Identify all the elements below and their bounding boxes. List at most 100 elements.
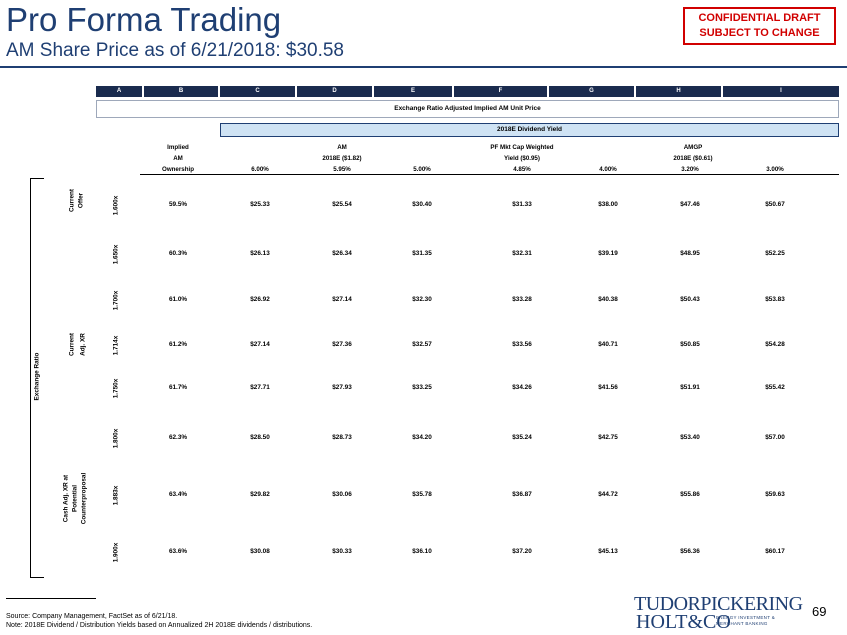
implied-price-cell: $57.00	[765, 434, 785, 441]
exchange-ratio-value: 1.750x	[112, 378, 120, 399]
cash-adj-line-3: Counterproposal	[80, 472, 88, 525]
exchange-ratio-value: 1.700x	[112, 290, 120, 311]
implied-price-cell: $50.43	[680, 296, 700, 303]
column-letter: D	[297, 86, 372, 97]
header-yield: 5.00%	[413, 166, 431, 173]
implied-ownership-value: 62.3%	[168, 434, 188, 441]
implied-ownership-value: 60.3%	[168, 250, 188, 257]
confidential-line-1: CONFIDENTIAL DRAFT	[698, 12, 821, 24]
implied-price-cell: $28.50	[250, 434, 270, 441]
page-title: Pro Forma Trading	[6, 1, 282, 38]
implied-price-cell: $33.56	[512, 341, 532, 348]
implied-price-cell: $36.10	[412, 548, 432, 555]
implied-price-cell: $26.13	[250, 250, 270, 257]
confidential-stamp: CONFIDENTIAL DRAFT SUBJECT TO CHANGE	[683, 7, 836, 45]
header-pf-yield: Yield ($0.95)	[504, 155, 540, 162]
implied-ownership-value: 63.4%	[168, 491, 188, 498]
implied-price-cell: $33.28	[512, 296, 532, 303]
exchange-ratio-bracket	[30, 178, 44, 578]
implied-price-cell: $51.91	[680, 384, 700, 391]
header-yield: 3.20%	[681, 166, 699, 173]
implied-price-cell: $36.87	[512, 491, 532, 498]
header-yield: 6.00%	[251, 166, 269, 173]
implied-price-cell: $35.24	[512, 434, 532, 441]
title-divider	[0, 66, 847, 68]
implied-price-cell: $56.36	[680, 548, 700, 555]
current-offer-line-2: Offer	[77, 192, 85, 209]
implied-price-cell: $47.46	[680, 201, 700, 208]
implied-price-cell: $27.36	[332, 341, 352, 348]
implied-price-cell: $35.78	[412, 491, 432, 498]
exchange-ratio-value: 1.650x	[112, 244, 120, 265]
implied-price-cell: $27.71	[250, 384, 270, 391]
implied-price-cell: $28.73	[332, 434, 352, 441]
implied-price-cell: $48.95	[680, 250, 700, 257]
header-pf-weighted: PF Mkt Cap Weighted	[490, 144, 554, 151]
implied-price-cell: $34.26	[512, 384, 532, 391]
confidential-line-2: SUBJECT TO CHANGE	[699, 27, 820, 39]
implied-price-cell: $39.19	[598, 250, 618, 257]
column-letter: A	[96, 86, 142, 97]
implied-price-cell: $27.93	[332, 384, 352, 391]
implied-price-cell: $31.33	[512, 201, 532, 208]
logo-line-1: TUDORPICKERING	[634, 593, 803, 615]
header-implied: Implied	[167, 144, 189, 151]
header-amgp-label: AMGP	[683, 144, 703, 151]
column-letter: B	[144, 86, 218, 97]
column-letter: G	[549, 86, 634, 97]
implied-price-cell: $32.30	[412, 296, 432, 303]
footnote-divider	[6, 598, 96, 599]
implied-price-cell: $30.08	[250, 548, 270, 555]
exchange-ratio-value: 1.800x	[112, 428, 120, 449]
column-letter: F	[454, 86, 547, 97]
implied-price-cell: $42.75	[598, 434, 618, 441]
page-subtitle: AM Share Price as of 6/21/2018: $30.58	[6, 40, 344, 61]
cash-adj-line-2: Potential	[71, 485, 79, 512]
implied-price-cell: $53.40	[680, 434, 700, 441]
implied-price-cell: $53.83	[765, 296, 785, 303]
header-yield: 3.00%	[766, 166, 784, 173]
header-underline	[140, 174, 839, 175]
implied-price-cell: $30.40	[412, 201, 432, 208]
implied-price-cell: $29.82	[250, 491, 270, 498]
logo-line-2: HOLT&CO	[636, 611, 731, 633]
current-offer-line-1: Current	[68, 188, 76, 213]
header-am-2018e: 2018E ($1.82)	[322, 155, 362, 162]
exchange-ratio-value: 1.900x	[112, 542, 120, 563]
implied-price-cell: $50.67	[765, 201, 785, 208]
header-am-label: AM	[337, 144, 347, 151]
implied-price-cell: $60.17	[765, 548, 785, 555]
implied-price-cell: $32.57	[412, 341, 432, 348]
implied-price-cell: $59.63	[765, 491, 785, 498]
column-letter: I	[723, 86, 839, 97]
implied-ownership-value: 61.0%	[168, 296, 188, 303]
implied-price-cell: $55.42	[765, 384, 785, 391]
implied-price-cell: $33.25	[412, 384, 432, 391]
header-am: AM	[173, 155, 183, 162]
column-letter: H	[636, 86, 721, 97]
header-yield: 4.00%	[599, 166, 617, 173]
implied-price-cell: $38.00	[598, 201, 618, 208]
implied-price-cell: $55.86	[680, 491, 700, 498]
column-letter: C	[220, 86, 295, 97]
current-adj-line-1: Current	[68, 332, 76, 357]
header-yield: 5.95%	[333, 166, 351, 173]
header-ownership: Ownership	[162, 166, 194, 173]
column-letter: E	[374, 86, 452, 97]
implied-price-cell: $44.72	[598, 491, 618, 498]
exchange-ratio-value: 1.600x	[112, 195, 120, 216]
implied-price-cell: $54.28	[765, 341, 785, 348]
implied-price-cell: $34.20	[412, 434, 432, 441]
implied-ownership-value: 61.7%	[168, 384, 188, 391]
footnote-source: Source: Company Management, FactSet as o…	[6, 613, 178, 620]
implied-price-cell: $26.92	[250, 296, 270, 303]
implied-price-cell: $27.14	[332, 296, 352, 303]
implied-price-cell: $52.25	[765, 250, 785, 257]
implied-price-cell: $50.85	[680, 341, 700, 348]
tudor-pickering-holt-logo: TUDORPICKERING HOLT&CO ENERGY INVESTMENT…	[634, 594, 803, 633]
cash-adj-line-1: Cash Adj. XR at	[62, 474, 70, 523]
implied-price-cell: $32.31	[512, 250, 532, 257]
logo-tagline-2: MERCHANT BANKING	[716, 620, 768, 626]
current-adj-line-2: Adj. XR	[79, 333, 87, 356]
